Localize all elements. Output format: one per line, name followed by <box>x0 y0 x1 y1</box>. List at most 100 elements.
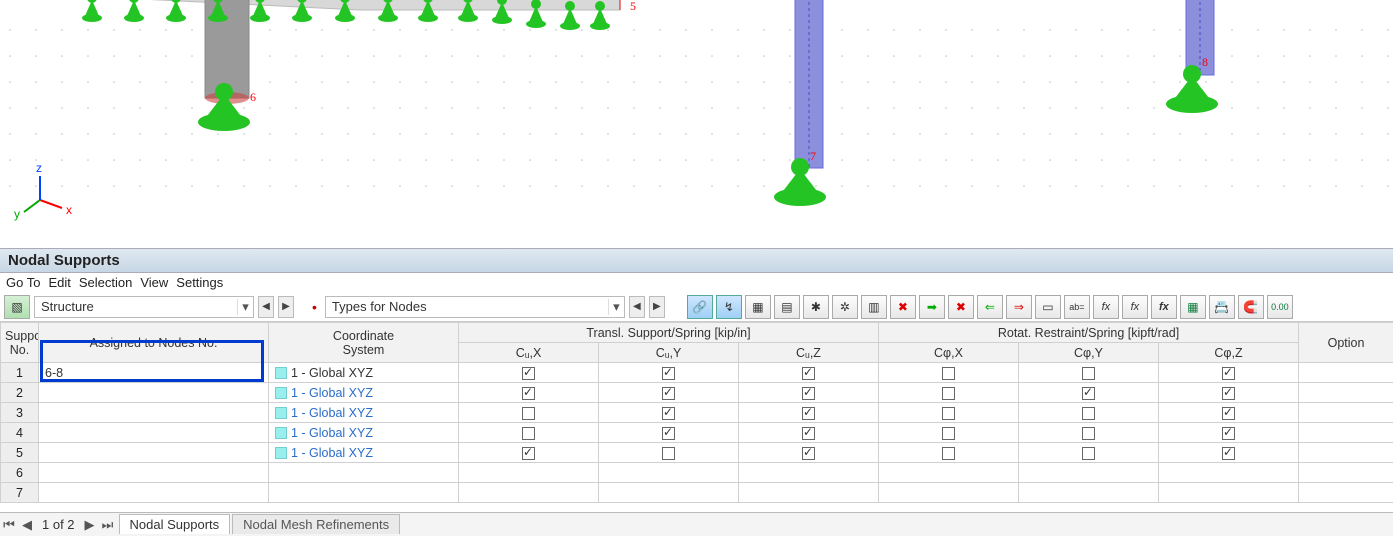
table-row[interactable]: 31 - Global XYZ <box>1 403 1393 423</box>
decimal-icon[interactable]: 0.00 <box>1267 295 1293 319</box>
cell-check[interactable] <box>739 383 879 403</box>
table-row[interactable]: 16-81 - Global XYZ <box>1 363 1393 383</box>
grid1-icon[interactable]: ▦ <box>745 295 771 319</box>
cell-check[interactable] <box>459 383 599 403</box>
cell-check[interactable] <box>599 403 739 423</box>
col-c0[interactable]: Cᵤ,X <box>459 343 599 363</box>
window-icon[interactable]: ▭ <box>1035 295 1061 319</box>
cell-check[interactable] <box>1159 383 1299 403</box>
cell-assigned[interactable] <box>39 443 269 463</box>
cell-assigned[interactable] <box>39 423 269 443</box>
menu-settings[interactable]: Settings <box>176 275 223 290</box>
cell-assigned[interactable] <box>39 483 269 503</box>
cell-check[interactable] <box>1019 403 1159 423</box>
magnet-icon[interactable]: 🧲 <box>1238 295 1264 319</box>
cell-check[interactable] <box>459 483 599 503</box>
cell-coord[interactable] <box>269 463 459 483</box>
row-in-icon[interactable]: ➡ <box>919 295 945 319</box>
cell-check[interactable] <box>459 363 599 383</box>
table-row[interactable]: 7 <box>1 483 1393 503</box>
cell-check[interactable] <box>1019 463 1159 483</box>
cell-check[interactable] <box>879 483 1019 503</box>
page-first[interactable]: ⏮ <box>0 517 18 533</box>
grid2-icon[interactable]: ▤ <box>774 295 800 319</box>
cell-check[interactable] <box>1019 443 1159 463</box>
combo1-prev[interactable]: ◀ <box>258 296 274 318</box>
menu-selection[interactable]: Selection <box>79 275 132 290</box>
cell-check[interactable] <box>1159 363 1299 383</box>
table-row[interactable]: 51 - Global XYZ <box>1 443 1393 463</box>
col-c1[interactable]: Cᵤ,Y <box>599 343 739 363</box>
table-row[interactable]: 41 - Global XYZ <box>1 423 1393 443</box>
cell-option[interactable] <box>1299 363 1393 383</box>
cell-coord[interactable]: 1 - Global XYZ <box>269 423 459 443</box>
cell-check[interactable] <box>879 363 1019 383</box>
col-assigned[interactable]: Assigned to Nodes No. <box>39 323 269 363</box>
cell-check[interactable] <box>599 423 739 443</box>
cell-check[interactable] <box>599 363 739 383</box>
page-next[interactable]: ▶ <box>81 517 99 533</box>
cell-option[interactable] <box>1299 403 1393 423</box>
cell-option[interactable] <box>1299 383 1393 403</box>
row-del-icon[interactable]: ✖ <box>948 295 974 319</box>
menu-view[interactable]: View <box>140 275 168 290</box>
col-coord[interactable]: CoordinateSystem <box>269 323 459 363</box>
col-option[interactable]: Option <box>1299 323 1393 363</box>
delete-icon[interactable]: ✖ <box>890 295 916 319</box>
arrow-right-icon[interactable]: ⇒ <box>1006 295 1032 319</box>
col-c5[interactable]: Cφ,Z <box>1159 343 1299 363</box>
folder-icon[interactable]: 📇 <box>1209 295 1235 319</box>
tab-nodal-mesh-refinements[interactable]: Nodal Mesh Refinements <box>232 514 400 534</box>
star1-icon[interactable]: ✱ <box>803 295 829 319</box>
cell-check[interactable] <box>1159 403 1299 423</box>
cell-check[interactable] <box>599 463 739 483</box>
cell-check[interactable] <box>1159 443 1299 463</box>
combo2-next[interactable]: ▶ <box>649 296 665 318</box>
link-icon[interactable]: 🔗 <box>687 295 713 319</box>
excel-icon[interactable]: ▦ <box>1180 295 1206 319</box>
cell-check[interactable] <box>879 443 1019 463</box>
cell-check[interactable] <box>1019 483 1159 503</box>
cell-check[interactable] <box>459 463 599 483</box>
select-icon[interactable]: ↯ <box>716 295 742 319</box>
cell-check[interactable] <box>739 423 879 443</box>
table-row[interactable]: 6 <box>1 463 1393 483</box>
fx3-icon[interactable]: fx <box>1151 295 1177 319</box>
cell-check[interactable] <box>599 443 739 463</box>
toolbar-leading-icon[interactable]: ▧ <box>4 295 30 319</box>
combo2-prev[interactable]: ◀ <box>629 296 645 318</box>
menu-edit[interactable]: Edit <box>48 275 70 290</box>
cell-assigned[interactable] <box>39 463 269 483</box>
cell-check[interactable] <box>879 463 1019 483</box>
table-row[interactable]: 21 - Global XYZ <box>1 383 1393 403</box>
cell-coord[interactable]: 1 - Global XYZ <box>269 443 459 463</box>
cell-check[interactable] <box>1159 423 1299 443</box>
star2-icon[interactable]: ✲ <box>832 295 858 319</box>
cell-option[interactable] <box>1299 463 1393 483</box>
tab-nodal-supports[interactable]: Nodal Supports <box>119 514 231 534</box>
cell-check[interactable] <box>599 483 739 503</box>
cell-check[interactable] <box>739 403 879 423</box>
combo1-next[interactable]: ▶ <box>278 296 294 318</box>
arrow-left-icon[interactable]: ⇐ <box>977 295 1003 319</box>
types-combo[interactable]: Types for Nodes ▾ <box>325 296 625 318</box>
cell-check[interactable] <box>1159 463 1299 483</box>
page-prev[interactable]: ◀ <box>18 517 36 533</box>
grid3-icon[interactable]: ▥ <box>861 295 887 319</box>
cell-check[interactable] <box>599 383 739 403</box>
cell-assigned[interactable]: 6-8 <box>39 363 269 383</box>
cell-check[interactable] <box>739 483 879 503</box>
cell-check[interactable] <box>739 363 879 383</box>
fx2-icon[interactable]: fx <box>1122 295 1148 319</box>
model-viewport[interactable]: 5678xyz <box>0 0 1393 248</box>
cell-check[interactable] <box>739 443 879 463</box>
cell-coord[interactable]: 1 - Global XYZ <box>269 403 459 423</box>
cell-check[interactable] <box>459 423 599 443</box>
cell-check[interactable] <box>1019 363 1159 383</box>
cell-check[interactable] <box>879 423 1019 443</box>
cell-check[interactable] <box>459 443 599 463</box>
ab-icon[interactable]: ab= <box>1064 295 1090 319</box>
menu-go-to[interactable]: Go To <box>6 275 40 290</box>
cell-coord[interactable]: 1 - Global XYZ <box>269 383 459 403</box>
cell-check[interactable] <box>739 463 879 483</box>
